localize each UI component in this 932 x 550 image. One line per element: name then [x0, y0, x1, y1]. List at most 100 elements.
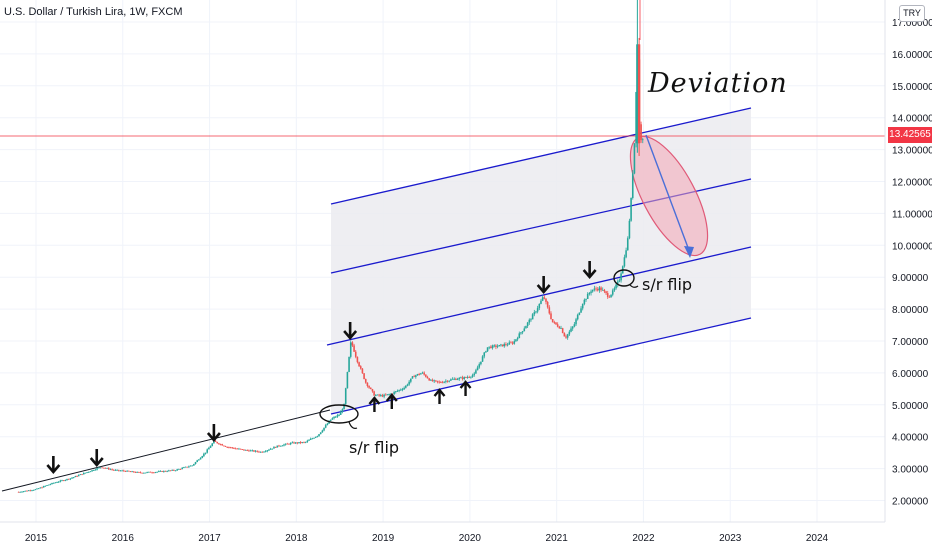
price-tick-label: 13.00000 — [892, 146, 932, 157]
candle-body — [223, 445, 225, 447]
candle-body — [428, 378, 430, 381]
candle-body — [228, 447, 230, 448]
candle-body — [605, 291, 607, 294]
time-axis[interactable]: 2015 2016 2017 2018 2019 2020 2021 2022 2023 2024 — [0, 521, 932, 550]
candle-body — [596, 289, 599, 291]
candle-body — [635, 92, 637, 144]
candle-body — [94, 469, 97, 471]
candle-body — [97, 467, 100, 469]
candle-body — [273, 446, 275, 449]
candle-body — [248, 450, 250, 452]
candle-body — [349, 342, 352, 357]
price-axis[interactable]: 2.00000 3.00000 4.00000 5.00000 6.00000 7.000… — [884, 0, 932, 550]
price-tick-label: 16.00000 — [892, 50, 932, 61]
candle-body — [56, 482, 58, 484]
candle-body — [443, 381, 445, 383]
candle-body — [485, 351, 487, 353]
candle-body — [49, 484, 52, 485]
candle-body — [308, 439, 310, 441]
candle-body — [134, 472, 137, 473]
candle-body — [41, 487, 43, 489]
candle-body — [575, 319, 577, 325]
candle-body — [149, 471, 152, 473]
candle-body — [278, 445, 280, 447]
currency-button[interactable]: TRY — [899, 5, 925, 22]
candle-body — [538, 303, 541, 309]
candle-body — [435, 380, 437, 382]
candle-body — [384, 394, 387, 396]
candle-body — [122, 470, 125, 472]
candle-body — [263, 451, 265, 453]
candle-body — [168, 470, 170, 472]
candle-body — [303, 442, 305, 443]
time-tick-label: 2019 — [372, 533, 395, 544]
candle-body — [266, 450, 269, 452]
candle-body — [425, 374, 427, 377]
candle-body — [229, 447, 232, 449]
candle-body — [471, 375, 474, 377]
candle-body — [580, 308, 582, 313]
down-arrow-icon — [536, 284, 551, 294]
candle-body — [233, 447, 235, 449]
price-tick-label: 2.00000 — [892, 497, 929, 508]
candle-body — [174, 470, 177, 472]
candle-body — [208, 447, 210, 450]
candle-body — [183, 467, 185, 469]
candle-body — [426, 376, 429, 379]
candle-body — [571, 326, 574, 329]
candle-body — [67, 478, 70, 480]
candle-body — [578, 312, 581, 315]
candle-body — [598, 287, 601, 291]
candle-body — [281, 445, 284, 447]
candle-body — [176, 469, 178, 471]
candle-body — [26, 490, 28, 492]
candle-body — [309, 438, 312, 440]
candle-body — [239, 448, 242, 450]
price-tick-label: 12.00000 — [892, 178, 932, 189]
candle-body — [505, 344, 507, 345]
candle-body — [541, 297, 544, 301]
candle-body — [446, 380, 449, 382]
candle-body — [359, 366, 362, 369]
price-tick-label: 8.00000 — [892, 305, 929, 316]
candle-body — [69, 478, 72, 480]
candle-body — [139, 472, 142, 474]
candle-body — [408, 381, 410, 385]
candle-body — [243, 449, 245, 451]
candle-body — [323, 427, 325, 431]
candle-body — [154, 472, 157, 473]
candle-body — [453, 378, 456, 380]
candle-body — [114, 469, 117, 471]
candle-body — [478, 364, 481, 368]
candle-body — [608, 296, 611, 298]
channel-line — [326, 246, 752, 346]
candle-body — [343, 403, 345, 410]
candle-body — [284, 443, 287, 445]
candle-body — [386, 394, 389, 396]
candle-body — [376, 394, 379, 396]
candle-body — [626, 238, 629, 251]
candle-body — [616, 281, 619, 285]
candle-body — [356, 356, 359, 363]
candle-body — [66, 478, 68, 480]
candle-body — [637, 44, 641, 144]
candle-body — [319, 432, 322, 435]
candle-body — [181, 467, 183, 470]
candle-body — [188, 466, 190, 468]
candle-body — [54, 482, 57, 484]
candle-body — [296, 442, 299, 444]
candle-body — [59, 480, 62, 482]
candle-body — [451, 378, 454, 380]
candle-body — [334, 416, 337, 418]
down-arrow-icon — [343, 330, 358, 340]
candle-body — [416, 374, 419, 376]
time-tick-label: 2022 — [632, 533, 655, 544]
candle-body — [468, 377, 471, 378]
candle-body — [341, 409, 344, 412]
candle-body — [413, 376, 415, 378]
candle-body — [475, 370, 477, 374]
candle-body — [37, 488, 40, 490]
candle-body — [241, 449, 244, 450]
price-tick-label: 7.00000 — [892, 337, 929, 348]
